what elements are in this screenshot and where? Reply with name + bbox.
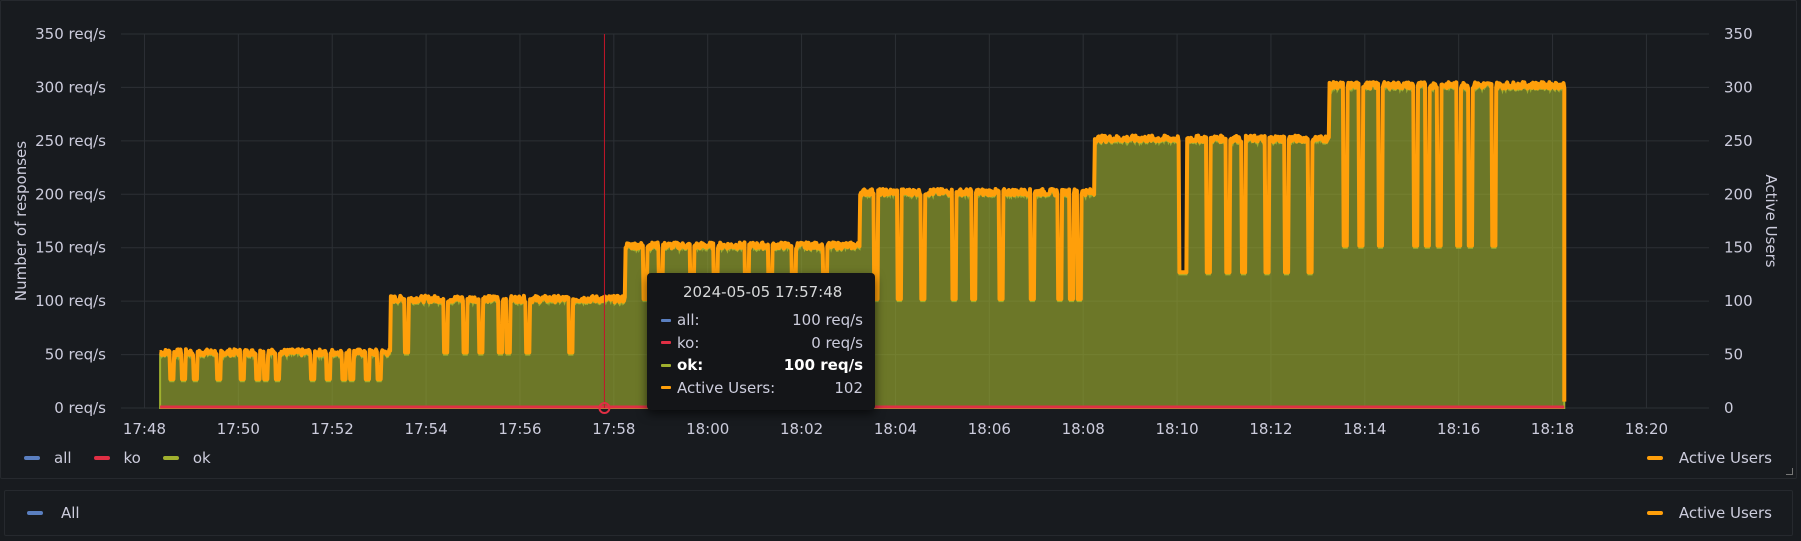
legend-item-ko[interactable]: ko [93, 449, 141, 467]
y2-axis-title: Active Users [1762, 174, 1780, 267]
tooltip-swatch-ok [661, 363, 671, 367]
bottom-legend-left: All [27, 504, 102, 522]
x-tick-label: 18:20 [1625, 420, 1668, 438]
y-axis-title: Number of responses [12, 141, 30, 301]
tooltip-label: all: [677, 311, 700, 330]
tooltip-swatch-all [661, 318, 671, 322]
bottom-chart-panel: All Active Users [4, 490, 1793, 536]
legend-item-active-users[interactable]: Active Users [1646, 449, 1772, 467]
bottom-legend-swatch-active-users [1646, 511, 1663, 515]
x-tick-label: 18:04 [874, 420, 917, 438]
x-tick-label: 17:50 [217, 420, 260, 438]
legend-swatch-active-users [1646, 456, 1663, 460]
y2-tick-label: 150 [1724, 239, 1753, 257]
tooltip-title: 2024-05-05 17:57:48 [683, 283, 843, 301]
x-axis: 17:48 17:50 17:52 17:54 17:56 17:58 18:00 18:02… [123, 420, 1668, 438]
tooltip-label: Active Users: [677, 378, 776, 397]
legend-left: all ko ok [24, 449, 233, 467]
response-chart[interactable]: 0 req/s 50 req/s 100 req/s 150 req/s 200 req… [1, 1, 1796, 478]
tooltip: 2024-05-05 17:57:48 all: 100 req/s ko: 0… [647, 273, 875, 410]
x-tick-label: 18:12 [1249, 420, 1292, 438]
y-tick-label: 250 req/s [35, 132, 106, 150]
tooltip-value: 102 [834, 378, 863, 397]
crosshair-point [598, 402, 611, 414]
tooltip-swatch-ko [661, 341, 671, 345]
tooltip-value: 0 req/s [811, 333, 863, 352]
x-tick-label: 18:06 [968, 420, 1011, 438]
legend-label-ko: ko [123, 449, 141, 467]
crosshair [598, 34, 611, 414]
bottom-legend-label-active-users: Active Users [1678, 504, 1772, 522]
legend-label-ok: ok [192, 449, 211, 467]
tooltip-row-ok: ok: 100 req/s [661, 354, 863, 377]
bottom-legend-label-all: All [61, 504, 80, 522]
y-tick-label: 300 req/s [35, 78, 106, 96]
y2-tick-label: 100 [1724, 292, 1753, 310]
bottom-legend-swatch-all [27, 511, 43, 515]
tooltip-value: 100 req/s [792, 311, 863, 330]
x-tick-label: 17:54 [404, 420, 447, 438]
y-tick-label: 150 req/s [35, 239, 106, 257]
y-tick-label: 0 req/s [54, 399, 106, 417]
tooltip-row-all: all: 100 req/s [661, 309, 863, 332]
x-tick-label: 18:02 [780, 420, 823, 438]
bottom-legend-item-all[interactable]: All [27, 504, 80, 522]
x-tick-label: 18:16 [1437, 420, 1480, 438]
y-axis-right: 0 50 100 150 200 250 300 350 [1724, 25, 1753, 417]
x-tick-label: 18:08 [1062, 420, 1105, 438]
x-tick-label: 17:48 [123, 420, 166, 438]
chart-panel: 0 req/s 50 req/s 100 req/s 150 req/s 200 req… [0, 0, 1797, 479]
resize-handle-icon[interactable] [1786, 468, 1793, 475]
x-tick-label: 18:10 [1155, 420, 1198, 438]
legend-item-ok[interactable]: ok [162, 449, 211, 467]
y2-tick-label: 350 [1724, 25, 1753, 43]
legend-label-all: all [54, 449, 72, 467]
y2-tick-label: 300 [1724, 78, 1753, 96]
x-tick-label: 17:52 [311, 420, 354, 438]
y2-tick-label: 250 [1724, 132, 1753, 150]
y-tick-label: 350 req/s [35, 25, 106, 43]
tooltip-label: ko: [677, 333, 700, 352]
series-areas [158, 80, 1567, 409]
tooltip-value: 100 req/s [783, 356, 863, 375]
tooltip-row-active-users: Active Users: 102 [661, 377, 863, 400]
x-tick-label: 18:00 [686, 420, 729, 438]
legend-swatch-ko [93, 456, 110, 460]
legend-label-active-users: Active Users [1678, 449, 1772, 467]
legend-right: Active Users [1646, 449, 1772, 467]
tooltip-swatch-active-users [661, 386, 671, 390]
bottom-legend-item-active-users[interactable]: Active Users [1646, 504, 1772, 522]
x-tick-label: 17:58 [592, 420, 635, 438]
x-tick-label: 18:14 [1343, 420, 1386, 438]
y-tick-label: 50 req/s [45, 346, 106, 364]
legend-swatch-all [24, 456, 40, 460]
tooltip-row-ko: ko: 0 req/s [661, 332, 863, 355]
series-active-users-line [158, 80, 1567, 402]
y2-tick-label: 50 [1724, 346, 1743, 364]
y2-tick-label: 0 [1724, 399, 1734, 417]
y-axis-left: 0 req/s 50 req/s 100 req/s 150 req/s 200 req… [35, 25, 106, 417]
x-tick-label: 18:18 [1531, 420, 1574, 438]
x-tick-label: 17:56 [498, 420, 541, 438]
y2-tick-label: 200 [1724, 185, 1753, 203]
y-tick-label: 100 req/s [35, 292, 106, 310]
tooltip-label: ok: [677, 356, 704, 375]
legend-swatch-ok [162, 456, 179, 460]
legend-item-all[interactable]: all [24, 449, 72, 467]
bottom-legend-right: Active Users [1646, 504, 1772, 522]
y-tick-label: 200 req/s [35, 185, 106, 203]
